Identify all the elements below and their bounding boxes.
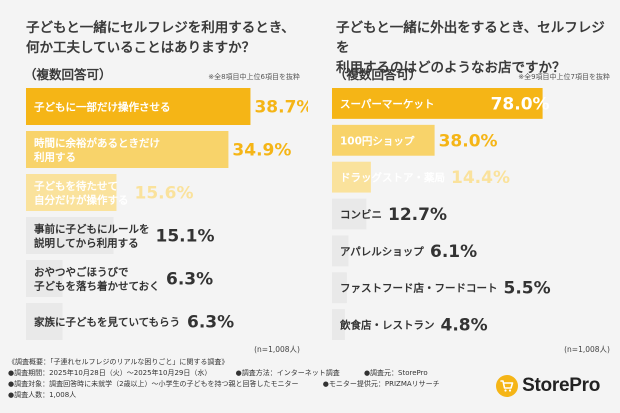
chart-subtitle: （複数回答可） bbox=[24, 67, 112, 82]
sample-size-label: (n=1,008人) bbox=[254, 345, 300, 354]
bar-chart-right: スーパーマーケット 78.0% 100円ショップ 38.0% ドラッグストア・薬局 14.… bbox=[332, 88, 610, 354]
bar bbox=[332, 235, 349, 267]
bar-value-label: 34.9% bbox=[232, 141, 291, 161]
bar-category-label: ファストフード店・フードコート bbox=[340, 282, 498, 295]
bar bbox=[332, 124, 435, 156]
bar-category-label: スーパーマーケット bbox=[340, 98, 434, 110]
bar-value-label: 5.5% bbox=[504, 279, 551, 299]
bar-category-label: 家族に子どもを見ていてもらう bbox=[34, 316, 180, 329]
survey-count: ●調査人数：1,008人 bbox=[8, 391, 77, 399]
bar-value-label: 4.8% bbox=[441, 316, 488, 336]
survey-period: ●調査期間：2025年10月28日（火）〜2025年10月29日（水） bbox=[8, 369, 212, 377]
bar-category-label: 飲食店・レストラン bbox=[339, 319, 435, 332]
storepro-logo: StorePro bbox=[496, 374, 600, 398]
survey-footer: 《調査概要：「子連れセルフレジのリアルな困りごと」に関する調査》 ●調査期間：2… bbox=[8, 357, 488, 401]
bar-category-label: 説明してから利用する bbox=[34, 237, 139, 250]
bar-category-label: ドラッグストア・薬局 bbox=[340, 171, 445, 184]
bar-value-label: 6.3% bbox=[166, 270, 213, 290]
bar bbox=[332, 272, 347, 304]
survey-provider: ●モニター提供元：PRIZMAリサーチ bbox=[322, 380, 440, 388]
bar bbox=[26, 88, 251, 125]
sample-size-label: (n=1,008人) bbox=[564, 345, 610, 354]
bar bbox=[26, 217, 114, 254]
bar-category-label: おやつやごほうびで bbox=[34, 266, 129, 279]
survey-method: ●調査方法：インターネット調査 bbox=[235, 369, 340, 377]
bar-value-label: 78.0% bbox=[491, 94, 550, 114]
bar bbox=[332, 309, 345, 340]
bar bbox=[332, 161, 371, 193]
bar-value-label: 12.7% bbox=[388, 205, 447, 225]
bar-category-label: 利用する bbox=[34, 151, 76, 164]
survey-target: ●調査対象：調査回答時に未就学（2歳以上）〜小学生の子どもを持つ親と回答したモニ… bbox=[8, 380, 299, 388]
bar bbox=[26, 260, 63, 297]
cart-icon bbox=[496, 375, 519, 397]
bar-value-label: 6.1% bbox=[430, 242, 477, 262]
bar bbox=[332, 198, 367, 230]
bar-category-label: 100円ショップ bbox=[340, 134, 415, 147]
bar bbox=[26, 174, 117, 211]
bar-value-label: 15.6% bbox=[135, 184, 194, 204]
chart-note: ※全8項目中上位6項目を抜粋 bbox=[208, 73, 300, 81]
bar-value-label: 6.3% bbox=[187, 313, 234, 333]
chart-panel-left: 子どもと一緒にセルフレジを利用するとき、 何か工夫していることはありますか？ （… bbox=[8, 0, 308, 360]
chart-title: 子どもと一緒に外出をするとき、セルフレジを 利用するのはどのようなお店ですか？ bbox=[336, 20, 605, 76]
bar bbox=[26, 303, 63, 340]
bar bbox=[332, 88, 543, 119]
bar-category-label: アパレルショップ bbox=[340, 245, 424, 258]
chart-panel-right: 子どもと一緒に外出をするとき、セルフレジを 利用するのはどのようなお店ですか？ … bbox=[318, 0, 618, 360]
bar bbox=[26, 131, 229, 168]
survey-source: ●調査元：StorePro bbox=[363, 369, 428, 377]
bar-category-label: コンビニ bbox=[340, 208, 382, 221]
bar-value-label: 15.1% bbox=[156, 227, 215, 247]
chart-title: 子どもと一緒にセルフレジを利用するとき、 何か工夫していることはありますか？ bbox=[26, 20, 295, 56]
bar-category-label: 時間に余裕があるときだけ bbox=[34, 137, 160, 150]
bar-category-label: 事前に子どもにルールを bbox=[34, 223, 150, 236]
logo-text: StorePro bbox=[522, 375, 600, 396]
bar-category-label: 子どもを待たせて bbox=[34, 180, 118, 193]
chart-note: ※全9項目中上位7項目を抜粋 bbox=[518, 73, 610, 81]
chart-subtitle: （複数回答可） bbox=[334, 67, 422, 82]
bar-category-label: 子どもに一部だけ操作させる bbox=[34, 101, 171, 114]
bar-value-label: 14.4% bbox=[451, 168, 510, 188]
bar-value-label: 38.7% bbox=[254, 98, 308, 118]
survey-overview: 《調査概要：「子連れセルフレジのリアルな困りごと」に関する調査》 bbox=[8, 358, 229, 366]
bar-category-label: 子どもを落ち着かせておく bbox=[34, 280, 160, 293]
bar-category-label: 自分だけが操作する bbox=[34, 194, 129, 207]
bar-value-label: 38.0% bbox=[439, 131, 498, 151]
